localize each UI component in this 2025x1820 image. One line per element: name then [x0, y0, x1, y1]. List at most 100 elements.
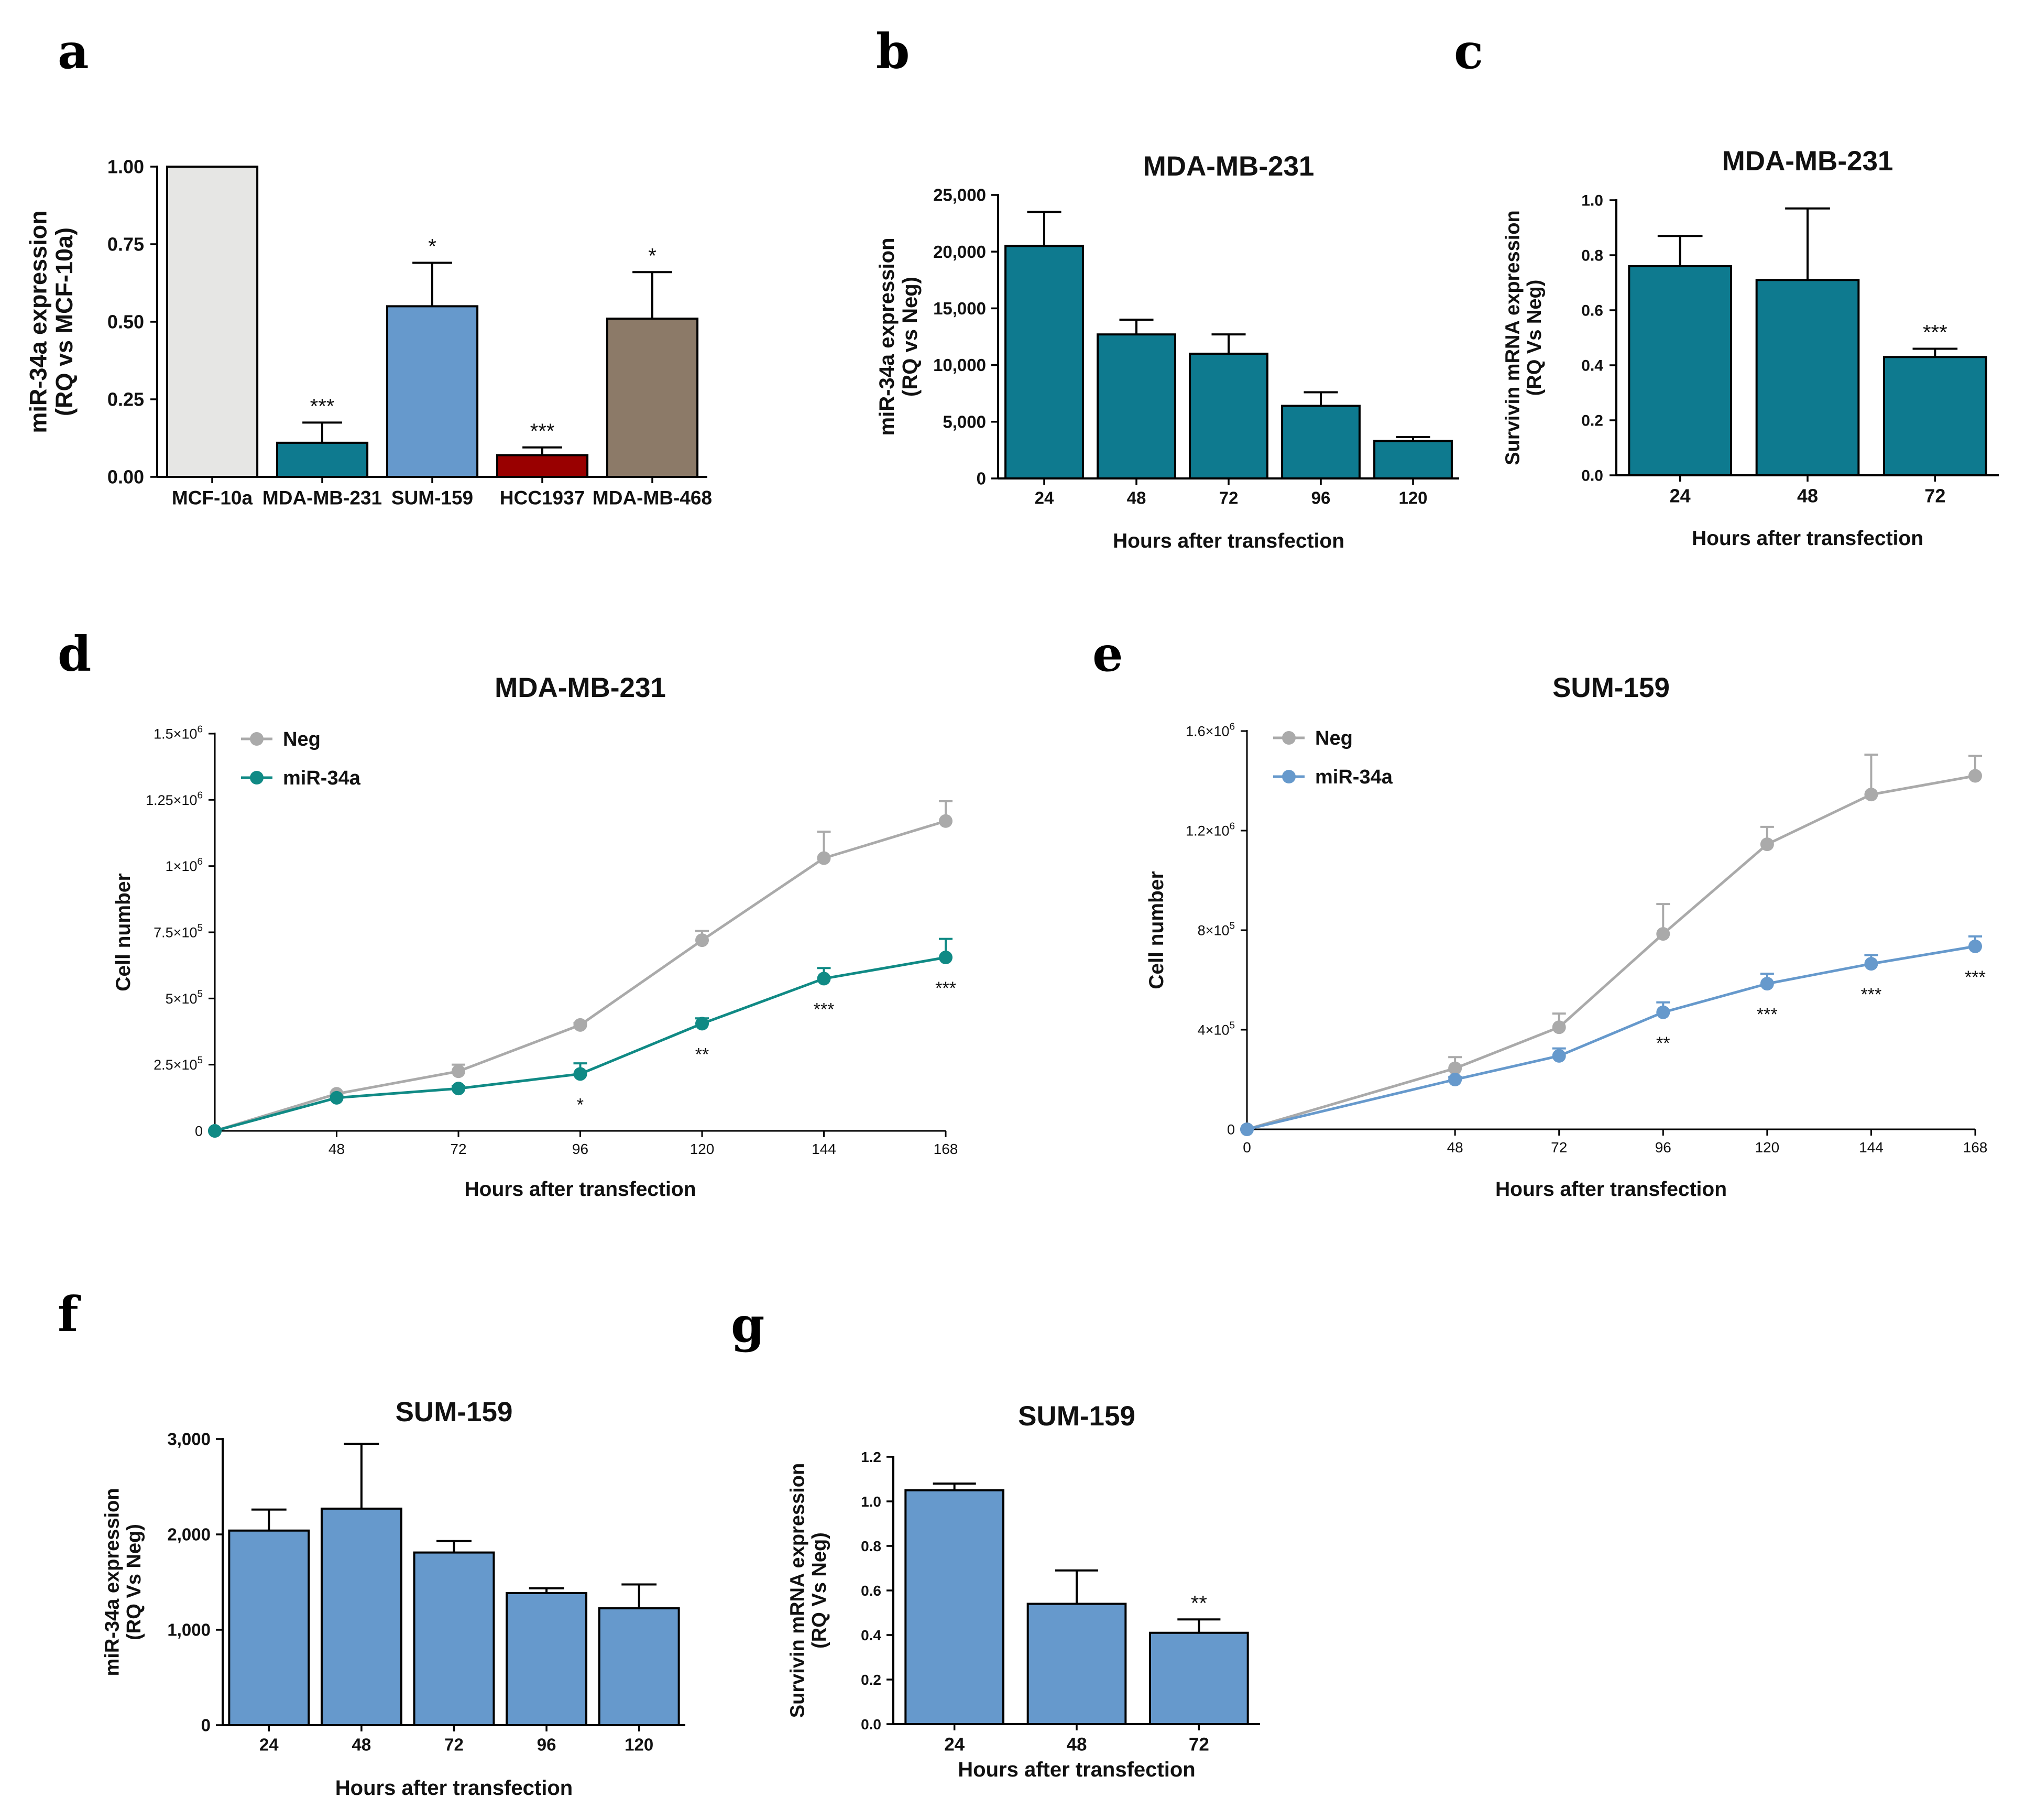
- y-tick-label: 1.2: [861, 1449, 881, 1465]
- bar-120: [598, 1607, 680, 1727]
- data-point: [1448, 1061, 1462, 1075]
- bar-48: [1097, 333, 1176, 479]
- y-axis-label-b: miR-34a expression(RQ vs Neg): [875, 238, 922, 436]
- y-tick-label: 0.00: [107, 466, 144, 488]
- x-tick-label: 96: [537, 1735, 556, 1754]
- x-tick-label: 48: [329, 1141, 345, 1157]
- x-tick-label: 48: [1447, 1139, 1463, 1156]
- y-tick-label: 0.2: [1581, 412, 1603, 430]
- x-tick-label: 120: [690, 1141, 715, 1157]
- bar-72: [1883, 356, 1987, 476]
- x-tick-label: MDA-MB-468: [593, 487, 712, 509]
- data-point: [817, 851, 831, 865]
- bar-72: [1149, 1631, 1249, 1725]
- x-tick-label: 24: [1670, 485, 1691, 507]
- y-tick-label: 0: [195, 1123, 203, 1139]
- panel-f: SUM-159 0 1,000 2,000 3,000 miR-34a expressio…: [101, 1397, 685, 1800]
- chart-title-g: SUM-159: [1018, 1401, 1135, 1432]
- y-tick-exponent: 6: [197, 724, 203, 735]
- y-tick-exponent: 6: [197, 856, 203, 867]
- y-axis-label-line: miR-34a expression: [25, 210, 51, 433]
- bar-48: [320, 1507, 402, 1727]
- y-axis-label-e: Cell number: [1145, 871, 1168, 989]
- y-axis-label-f: miR-34a expression(RQ Vs Neg): [101, 1488, 145, 1676]
- y-tick-label: 7.5×105: [154, 922, 203, 940]
- bar-96: [506, 1592, 588, 1726]
- y-axis-label-a: miR-34a expression(RQ vs MCF-10a): [25, 210, 78, 433]
- y-tick-base: 1×10: [166, 858, 198, 874]
- bar-48: [1755, 279, 1860, 476]
- y-tick-label: 0.4: [861, 1627, 881, 1643]
- x-tick-label: MCF-10a: [172, 487, 253, 509]
- bar-SUM-159: [386, 305, 479, 478]
- panel-letter-a: a: [58, 23, 89, 80]
- bar-24: [904, 1489, 1005, 1725]
- significance-label: ***: [935, 978, 956, 998]
- y-tick-base: 4×10: [1198, 1022, 1230, 1038]
- y-tick-exponent: 6: [1229, 721, 1235, 732]
- legend-marker: [250, 771, 264, 784]
- y-tick-base: 1.25×10: [146, 792, 197, 808]
- significance-label: **: [1191, 1592, 1207, 1615]
- y-axis-label-line: Survivin mRNA expression: [786, 1463, 808, 1718]
- y-axis-label-line: miR-34a expression: [101, 1488, 123, 1676]
- x-tick-label: 96: [1311, 488, 1331, 507]
- data-point: [695, 933, 709, 947]
- data-point: [1760, 977, 1774, 991]
- y-tick-label: 4×105: [1198, 1020, 1235, 1038]
- bar-HCC1937: [496, 454, 589, 478]
- x-axis-label-g: Hours after transfection: [958, 1758, 1195, 1781]
- y-axis-label-line: miR-34a expression: [875, 238, 899, 436]
- legend-label-miR-34a: miR-34a: [283, 767, 361, 789]
- y-tick-label: 0.4: [1581, 357, 1603, 375]
- data-point: [939, 951, 953, 965]
- x-tick-label: 72: [450, 1141, 466, 1157]
- x-tick-label: 72: [1189, 1735, 1209, 1755]
- bar-24: [1004, 245, 1084, 479]
- y-tick-label: 2.5×105: [154, 1055, 203, 1073]
- y-tick-exponent: 5: [197, 922, 203, 933]
- panel-letter-f: f: [58, 1286, 81, 1343]
- y-tick-base: 0: [1227, 1121, 1235, 1137]
- x-tick-label: 24: [944, 1735, 965, 1755]
- y-tick-label: 0.0: [861, 1716, 881, 1732]
- legend-marker: [1282, 731, 1296, 745]
- y-tick-label: 0: [977, 469, 986, 488]
- significance-label: *: [428, 235, 436, 258]
- y-tick-exponent: 6: [197, 790, 203, 801]
- bar-MDA-MB-231: [276, 441, 369, 478]
- bar-48: [1026, 1603, 1127, 1725]
- chart-title-e: SUM-159: [1552, 672, 1670, 703]
- series-Neg: Neg: [1240, 727, 1982, 1136]
- data-point: [1968, 769, 1982, 783]
- legend-label-Neg: Neg: [283, 728, 321, 750]
- y-tick-label: 0.6: [861, 1583, 881, 1599]
- y-tick-label: 0: [1227, 1121, 1235, 1137]
- x-axis-label-f: Hours after transfection: [335, 1777, 573, 1800]
- y-tick-base: 5×10: [166, 991, 198, 1007]
- panel-letter-g: g: [731, 1296, 764, 1353]
- panel-d: MDA-MB-23102.5×1055×1057.5×1051×1061.25×…: [112, 672, 958, 1201]
- series-miR-34a: ***********miR-34a: [1240, 766, 1986, 1136]
- x-tick-label: 72: [1924, 485, 1945, 507]
- y-tick-base: 7.5×10: [154, 924, 197, 940]
- legend-marker: [1282, 770, 1296, 783]
- y-axis-label-line: (RQ Vs Neg): [1524, 280, 1546, 396]
- data-point: [208, 1124, 222, 1138]
- panel-a: 0.00 0.25 0.50 0.75 1.00 miR-34a expression(R…: [25, 156, 712, 509]
- x-tick-label: 168: [1963, 1139, 1988, 1156]
- significance-label: ***: [1757, 1005, 1778, 1025]
- x-tick-label: MDA-MB-231: [262, 487, 382, 509]
- data-point: [573, 1018, 587, 1032]
- y-tick-label: 1.2×106: [1186, 821, 1235, 838]
- y-tick-label: 20,000: [933, 242, 986, 261]
- series-miR-34a: *********miR-34a: [208, 767, 956, 1138]
- panel-letter-e: e: [1092, 626, 1123, 682]
- y-tick-label: 0.0: [1581, 467, 1603, 485]
- x-tick-label: 168: [934, 1141, 958, 1157]
- series-line-miR-34a: [1246, 945, 1976, 1131]
- x-tick-label: 120: [1755, 1139, 1779, 1156]
- y-axis-label-c: Survivin mRNA expression(RQ Vs Neg): [1502, 210, 1546, 465]
- x-tick-label: 72: [1219, 488, 1239, 507]
